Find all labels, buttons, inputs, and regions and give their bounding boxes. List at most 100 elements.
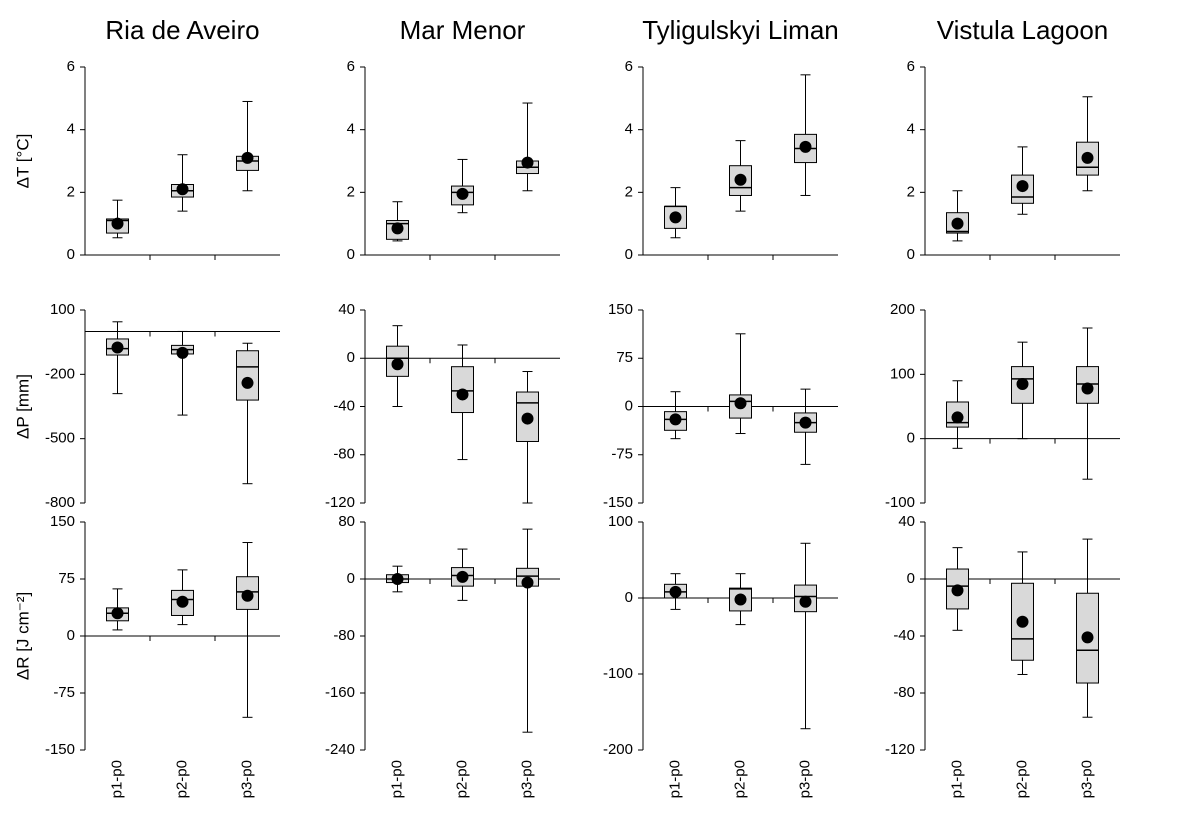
mean [1081, 631, 1094, 644]
y-tick-label: -500 [45, 430, 75, 447]
mean [521, 156, 534, 169]
mean [391, 358, 404, 371]
y-tick-label: -150 [603, 494, 633, 511]
mean [669, 585, 682, 598]
y-tick-label: -160 [325, 684, 355, 701]
mean [1081, 382, 1094, 395]
y-tick-label: 4 [67, 121, 75, 138]
y-tick-label: -800 [45, 494, 75, 511]
x-tick-label: p2-p0 [453, 760, 470, 798]
y-tick-label: 0 [907, 246, 915, 263]
x-tick-label: p2-p0 [173, 760, 190, 798]
mean [111, 341, 124, 354]
y-tick-label: 100 [608, 513, 633, 530]
y-tick-label: -240 [325, 741, 355, 758]
y-tick-label: -80 [333, 627, 355, 644]
mean [241, 589, 254, 602]
y-tick-label: 75 [616, 349, 633, 366]
mean [391, 573, 404, 585]
y-tick-label: 0 [907, 430, 915, 447]
y-axis-label: ΔP [mm] [13, 374, 32, 439]
mean [799, 595, 812, 608]
y-tick-label: 2 [907, 183, 915, 200]
x-tick-label: p1-p0 [388, 760, 405, 798]
y-tick-label: 2 [347, 183, 355, 200]
mean [669, 413, 682, 426]
y-tick-label: 0 [347, 349, 355, 366]
y-tick-label: 6 [347, 58, 355, 75]
mean [111, 607, 124, 620]
y-tick-label: -120 [885, 741, 915, 758]
mean [456, 187, 469, 200]
y-tick-label: 6 [625, 58, 633, 75]
y-tick-label: 4 [625, 121, 633, 138]
y-tick-label: -40 [893, 627, 915, 644]
mean [799, 140, 812, 153]
y-tick-label: 200 [890, 301, 915, 318]
x-tick-label: p3-p0 [518, 760, 535, 798]
mean [521, 412, 534, 425]
y-axis-label: ΔT [°C] [13, 134, 32, 189]
y-tick-label: 100 [890, 365, 915, 382]
mean [176, 183, 189, 196]
x-tick-label: p1-p0 [666, 760, 683, 798]
y-tick-label: -80 [333, 446, 355, 463]
mean [734, 173, 747, 186]
mean [1016, 180, 1029, 193]
y-tick-label: 150 [50, 513, 75, 530]
panel-title: Mar Menor [400, 15, 526, 45]
y-tick-label: 4 [347, 121, 355, 138]
y-tick-label: -120 [325, 494, 355, 511]
y-tick-label: -150 [45, 741, 75, 758]
y-tick-label: -75 [53, 684, 75, 701]
panel-title: Ria de Aveiro [105, 15, 259, 45]
mean [951, 584, 964, 597]
mean [521, 576, 534, 589]
mean [669, 211, 682, 224]
y-tick-label: -200 [45, 365, 75, 382]
y-tick-label: 40 [898, 513, 915, 530]
y-tick-label: 2 [67, 183, 75, 200]
y-axis-label: ΔR [J cm⁻²] [13, 592, 32, 680]
x-tick-label: p2-p0 [731, 760, 748, 798]
mean [799, 416, 812, 429]
x-tick-label: p3-p0 [796, 760, 813, 798]
x-tick-label: p3-p0 [1078, 760, 1095, 798]
mean [734, 593, 747, 606]
y-tick-label: -200 [603, 741, 633, 758]
y-tick-label: 0 [67, 246, 75, 263]
y-tick-label: 100 [50, 301, 75, 318]
panel-title: Tyligulskyi Liman [642, 15, 839, 45]
mean [951, 217, 964, 230]
y-tick-label: 0 [347, 246, 355, 263]
y-tick-label: 0 [67, 627, 75, 644]
mean [1081, 151, 1094, 164]
y-tick-label: 0 [625, 397, 633, 414]
y-tick-label: 40 [338, 301, 355, 318]
y-tick-label: -100 [885, 494, 915, 511]
y-tick-label: 4 [907, 121, 915, 138]
mean [734, 397, 747, 410]
mean [111, 217, 124, 230]
x-tick-label: p1-p0 [108, 760, 125, 798]
box [236, 350, 259, 401]
y-tick-label: 6 [907, 58, 915, 75]
mean [1016, 615, 1029, 628]
mean [456, 570, 469, 583]
mean [391, 222, 404, 235]
y-tick-label: 2 [625, 183, 633, 200]
y-tick-label: 0 [907, 570, 915, 587]
y-tick-label: 6 [67, 58, 75, 75]
mean [241, 151, 254, 164]
y-tick-label: 75 [58, 570, 75, 587]
mean [1016, 377, 1029, 390]
y-tick-label: 80 [338, 513, 355, 530]
x-tick-label: p3-p0 [238, 760, 255, 798]
y-tick-label: 0 [625, 589, 633, 606]
mean [241, 376, 254, 389]
x-tick-label: p2-p0 [1013, 760, 1030, 798]
mean [456, 388, 469, 401]
y-tick-label: -100 [603, 665, 633, 682]
mean [951, 411, 964, 424]
mean [176, 346, 189, 359]
